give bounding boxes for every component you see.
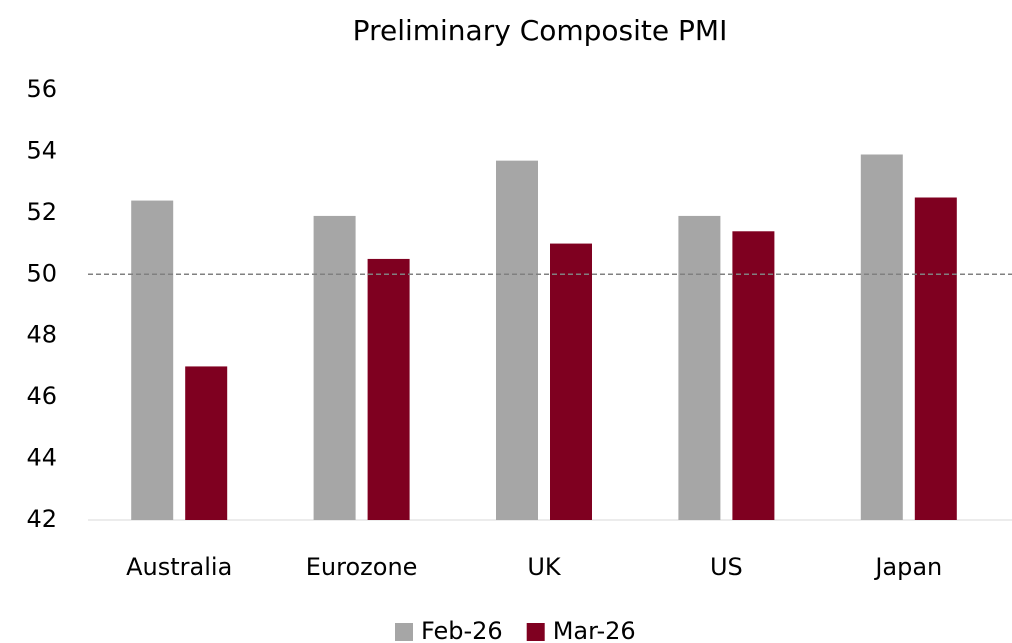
x-tick-label: UK bbox=[527, 553, 562, 581]
bar bbox=[678, 215, 721, 520]
bar bbox=[860, 154, 903, 520]
x-tick-label: Australia bbox=[126, 553, 232, 581]
y-tick-label: 54 bbox=[26, 136, 57, 164]
legend-swatch bbox=[526, 623, 545, 641]
bar bbox=[313, 215, 356, 520]
x-tick-label: Japan bbox=[873, 553, 942, 581]
x-tick-label: Eurozone bbox=[306, 553, 418, 581]
chart-title: Preliminary Composite PMI bbox=[353, 14, 728, 47]
bar bbox=[496, 160, 538, 520]
bar bbox=[550, 243, 592, 521]
y-tick-label: 48 bbox=[26, 321, 57, 349]
y-tick-label: 42 bbox=[26, 505, 57, 533]
y-tick-label: 56 bbox=[26, 75, 57, 103]
bar bbox=[185, 366, 228, 520]
y-tick-label: 46 bbox=[26, 382, 57, 410]
legend-swatch bbox=[395, 623, 413, 641]
y-tick-label: 50 bbox=[26, 259, 57, 287]
bar bbox=[131, 200, 174, 521]
legend-label: Feb-26 bbox=[421, 617, 503, 643]
bar bbox=[732, 231, 775, 521]
y-tick-label: 52 bbox=[26, 198, 57, 226]
y-tick-label: 44 bbox=[26, 444, 57, 472]
bar bbox=[367, 258, 410, 520]
x-tick-label: US bbox=[710, 553, 743, 581]
bar bbox=[914, 197, 957, 520]
legend-label: Mar-26 bbox=[553, 617, 636, 643]
